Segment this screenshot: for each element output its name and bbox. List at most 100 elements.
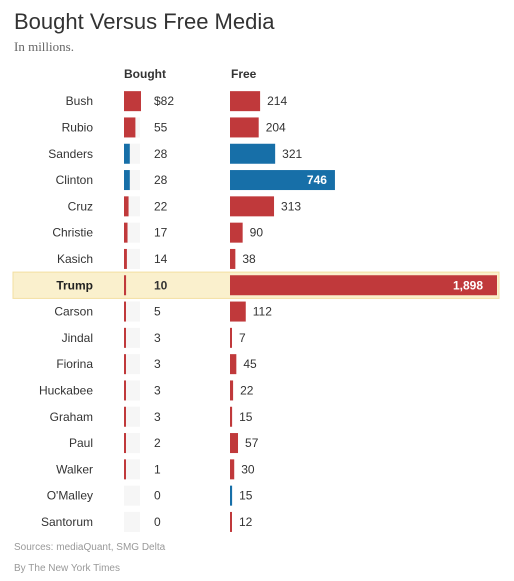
bought-value-label: 3 xyxy=(154,383,161,397)
free-bar xyxy=(230,196,275,217)
free-value-label: 7 xyxy=(239,331,246,345)
category-label: Cruz xyxy=(68,199,93,213)
bought-value-label: 0 xyxy=(154,489,161,503)
bought-track xyxy=(124,301,140,322)
bought-bar xyxy=(124,406,126,427)
bought-bar xyxy=(124,248,127,269)
bought-value-label: 1 xyxy=(154,462,161,476)
free-bar xyxy=(230,511,232,532)
bought-track xyxy=(124,222,140,243)
free-value-label: 15 xyxy=(239,410,253,424)
category-label: Graham xyxy=(50,410,93,424)
bought-track xyxy=(124,248,140,269)
bought-bar xyxy=(124,275,127,296)
bought-bar xyxy=(124,459,126,480)
free-value-label: 15 xyxy=(239,489,253,503)
bought-value-label: 17 xyxy=(154,226,168,240)
category-label: Santorum xyxy=(41,515,93,529)
free-bar xyxy=(230,248,236,269)
free-bar xyxy=(230,222,243,243)
bought-bar xyxy=(124,222,128,243)
column-header-free: Free xyxy=(231,67,257,81)
bought-value-label: 14 xyxy=(154,252,168,266)
bought-bar xyxy=(124,170,130,191)
free-value-label: 57 xyxy=(245,436,259,450)
bought-track xyxy=(124,433,140,454)
free-bar xyxy=(230,354,237,375)
bought-bar xyxy=(124,327,126,348)
bought-value-label: 3 xyxy=(154,357,161,371)
bought-bar xyxy=(124,380,126,401)
free-bar xyxy=(230,327,232,348)
bought-value-label: 2 xyxy=(154,436,161,450)
bought-track xyxy=(124,380,140,401)
bought-value-label: 28 xyxy=(154,147,168,161)
bought-value-label: 55 xyxy=(154,120,168,134)
bought-track xyxy=(124,354,140,375)
free-value-label: 746 xyxy=(307,173,327,187)
category-label: Trump xyxy=(56,278,93,292)
bought-bar xyxy=(124,433,126,454)
category-label: Rubio xyxy=(62,120,94,134)
source-note: Sources: mediaQuant, SMG Delta xyxy=(14,542,166,553)
free-value-label: 90 xyxy=(250,226,264,240)
bought-value-label: 22 xyxy=(154,199,168,213)
free-bar xyxy=(230,301,246,322)
category-label: O'Malley xyxy=(47,489,93,503)
free-value-label: 45 xyxy=(243,357,257,371)
free-value-label: 204 xyxy=(266,120,286,134)
category-label: Carson xyxy=(54,305,93,319)
category-label: Kasich xyxy=(57,252,93,266)
chart-title: Bought Versus Free Media xyxy=(14,9,275,34)
bought-track xyxy=(124,511,140,532)
bought-value-label: $82 xyxy=(154,94,174,108)
free-bar xyxy=(230,275,497,296)
bought-bar xyxy=(124,301,126,322)
chart-subtitle: In millions. xyxy=(14,39,74,54)
bought-bar xyxy=(124,117,136,138)
bought-track xyxy=(124,485,140,506)
bought-value-label: 5 xyxy=(154,305,161,319)
free-value-label: 12 xyxy=(239,515,253,529)
credit-note: By The New York Times xyxy=(14,563,120,574)
free-bar xyxy=(230,143,276,164)
free-value-label: 313 xyxy=(281,199,301,213)
free-value-label: 214 xyxy=(267,94,287,108)
category-label: Clinton xyxy=(56,173,93,187)
category-label: Paul xyxy=(69,436,93,450)
free-bar xyxy=(230,170,335,191)
category-label: Fiorina xyxy=(56,357,93,371)
free-value-label: 38 xyxy=(242,252,256,266)
free-value-label: 1,898 xyxy=(453,278,483,292)
free-bar xyxy=(230,459,235,480)
bought-bar xyxy=(124,196,129,217)
bought-bar xyxy=(124,354,126,375)
free-value-label: 22 xyxy=(240,383,254,397)
bought-value-label: 0 xyxy=(154,515,161,529)
free-bar xyxy=(230,433,239,454)
bought-value-label: 3 xyxy=(154,331,161,345)
bought-bar xyxy=(124,91,141,112)
bought-value-label: 28 xyxy=(154,173,168,187)
category-label: Sanders xyxy=(48,147,93,161)
bought-track xyxy=(124,459,140,480)
bought-bar xyxy=(124,143,130,164)
free-value-label: 321 xyxy=(282,147,302,161)
free-bar xyxy=(230,91,261,112)
free-value-label: 30 xyxy=(241,462,255,476)
free-bar xyxy=(230,380,234,401)
free-value-label: 112 xyxy=(253,305,272,319)
column-header-bought: Bought xyxy=(124,67,166,81)
category-label: Christie xyxy=(52,226,93,240)
bought-value-label: 10 xyxy=(154,278,168,292)
bought-value-label: 3 xyxy=(154,410,161,424)
category-label: Walker xyxy=(56,462,93,476)
bought-track xyxy=(124,327,140,348)
category-label: Huckabee xyxy=(39,383,93,397)
free-bar xyxy=(230,485,233,506)
bought-track xyxy=(124,406,140,427)
category-label: Jindal xyxy=(62,331,93,345)
category-label: Bush xyxy=(66,94,93,108)
free-bar xyxy=(230,117,259,138)
